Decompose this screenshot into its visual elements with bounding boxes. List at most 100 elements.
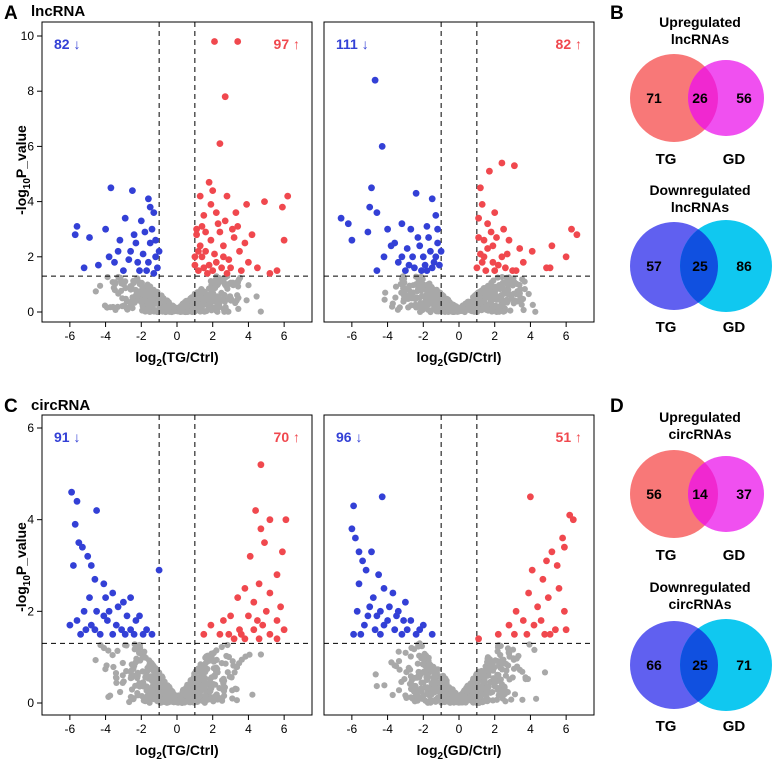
- x-tick-label: 2: [491, 329, 498, 343]
- up-point: [475, 214, 482, 222]
- up-point: [200, 212, 208, 219]
- venn-title-line1: Upregulated: [659, 409, 741, 425]
- ns-point: [420, 654, 427, 661]
- x-tick-label: 0: [456, 722, 463, 736]
- up-count: 97 ↑: [274, 36, 300, 52]
- down-count: 111 ↓: [336, 36, 369, 52]
- x-tick-label: 2: [491, 722, 498, 736]
- venn-left-label: TG: [656, 718, 677, 735]
- up-point: [503, 250, 511, 258]
- up-point: [250, 598, 258, 606]
- up-point: [225, 630, 233, 638]
- up-point: [273, 617, 281, 624]
- ns-point: [122, 295, 129, 302]
- up-point: [195, 247, 202, 255]
- ns-point: [406, 680, 414, 688]
- up-point: [280, 626, 288, 634]
- down-point: [364, 612, 372, 620]
- up-point: [280, 236, 288, 244]
- down-point: [107, 184, 115, 192]
- ns-point: [485, 306, 492, 313]
- ns-point: [194, 668, 201, 675]
- y-tick-label: 0: [27, 696, 34, 710]
- up-point: [487, 228, 495, 236]
- ns-point: [392, 294, 399, 301]
- ns-point: [495, 671, 502, 679]
- row-title-circrna: circRNA: [31, 397, 90, 414]
- ns-point: [144, 281, 151, 288]
- ns-point: [211, 673, 218, 680]
- down-point: [373, 209, 381, 217]
- ns-point: [488, 279, 495, 286]
- ns-point: [212, 305, 219, 312]
- up-point: [254, 617, 261, 624]
- y-tick-label: 2: [27, 250, 34, 264]
- up-point: [212, 258, 220, 266]
- xlabel-suffix: (GD/Ctrl): [443, 349, 501, 365]
- ns-point: [428, 296, 435, 303]
- down-point: [145, 195, 152, 203]
- ns-point: [389, 691, 396, 699]
- up-point: [279, 203, 286, 211]
- plot-frame: [323, 414, 595, 716]
- down-point: [86, 234, 93, 241]
- ns-point: [203, 307, 210, 315]
- down-point: [136, 267, 143, 274]
- ns-point: [413, 294, 420, 301]
- down-point: [68, 488, 75, 496]
- ns-point: [194, 678, 201, 685]
- ns-point: [113, 679, 120, 687]
- down-point: [368, 548, 375, 556]
- ns-point: [229, 279, 236, 286]
- up-point: [200, 264, 208, 272]
- xlabel-suffix: (TG/Ctrl): [162, 349, 219, 365]
- ns-point: [257, 308, 264, 315]
- ylabel-sub: 10: [22, 178, 33, 190]
- down-point: [148, 225, 156, 233]
- down-count-value: 96: [336, 429, 355, 445]
- ns-point: [200, 300, 207, 307]
- ns-point: [525, 290, 532, 298]
- venn-right-count: 56: [736, 90, 752, 106]
- venn-left-count: 71: [646, 90, 662, 106]
- up-point: [227, 612, 235, 620]
- ns-point: [532, 308, 539, 315]
- up-point: [223, 192, 231, 200]
- venn-right-label: GD: [723, 319, 746, 336]
- down-point: [384, 225, 391, 233]
- x-tick-label: 0: [456, 329, 463, 343]
- ns-point: [432, 688, 439, 695]
- down-point: [380, 585, 388, 592]
- down-point: [350, 630, 357, 638]
- venn-right-count: 71: [736, 657, 752, 673]
- down-point: [82, 626, 90, 634]
- down-point: [109, 589, 117, 597]
- up-point: [262, 607, 270, 615]
- down-point: [405, 261, 413, 269]
- ns-point: [449, 686, 456, 693]
- x-tick-label: 2: [209, 722, 216, 736]
- ns-point: [381, 682, 388, 689]
- x-tick-label: -4: [382, 329, 393, 343]
- down-count-value: 111: [336, 36, 362, 52]
- up-point: [484, 245, 491, 252]
- ns-point: [487, 300, 494, 307]
- ns-point: [201, 663, 208, 670]
- x-tick-label: 6: [281, 722, 288, 736]
- panel-label-b: B: [610, 3, 624, 24]
- ns-point: [487, 289, 494, 296]
- down-point: [84, 552, 92, 560]
- venn-title-line1: Upregulated: [659, 14, 741, 30]
- up-point: [546, 630, 554, 638]
- down-point: [378, 493, 386, 501]
- ns-point: [372, 671, 379, 678]
- down-point: [136, 612, 143, 620]
- down-point: [91, 626, 99, 634]
- up-point: [234, 223, 242, 230]
- ns-point: [516, 666, 524, 674]
- down-point: [377, 607, 384, 615]
- ns-point: [118, 287, 125, 294]
- ns-point: [119, 659, 126, 667]
- ns-point: [395, 648, 402, 655]
